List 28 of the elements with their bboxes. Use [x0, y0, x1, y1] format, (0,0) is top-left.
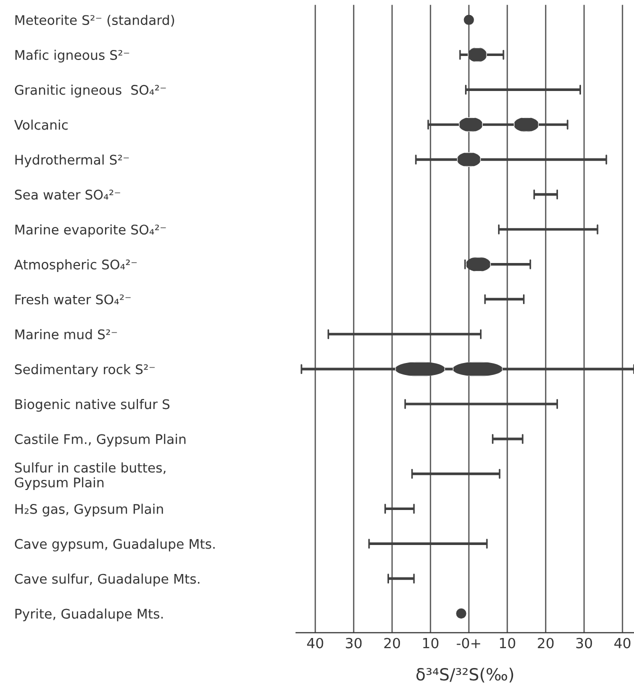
x-tick-label: 30 — [346, 638, 362, 648]
y-tick-label: H₂S gas, Gypsum Plain — [15, 504, 163, 517]
y-tick-label: Marine evaporite SO₄²⁻ — [15, 224, 166, 238]
x-tick-label: 20 — [538, 638, 554, 648]
y-tick-label: Cave gypsum, Guadalupe Mts. — [14, 538, 215, 552]
y-tick-label: Fresh water SO₄²⁻ — [15, 294, 131, 304]
y-tick-label: Marine mud S²⁻ — [15, 329, 117, 340]
y-tick-label: Volcanic — [14, 120, 68, 130]
y-tick-label: Mafic igneous S²⁻ — [15, 50, 130, 63]
y-tick-label: Sulfur in castile buttes, Gypsum Plain — [14, 462, 166, 490]
y-tick-label: Pyrite, Guadalupe Mts. — [15, 608, 163, 622]
y-tick-label: Hydrothermal S²⁻ — [15, 154, 129, 168]
y-tick-label: Granitic igneous SO₄²⁻ — [14, 84, 166, 98]
x-tick-label: 30 — [576, 638, 592, 648]
y-tick-label: Cave sulfur, Guadalupe Mts. — [14, 574, 200, 586]
x-tick-label: 20 — [384, 638, 400, 648]
y-tick-label: Sedimentary rock S²⁻ — [15, 364, 155, 377]
y-tick-label: Biogenic native sulfur S — [15, 398, 170, 412]
y-tick-label: Meteorite S²⁻ (standard) — [15, 14, 174, 27]
y-tick-label: Atmospheric SO₄²⁻ — [14, 259, 137, 272]
x-tick-label: -0+ — [456, 638, 480, 648]
y-tick-label: Sea water SO₄²⁻ — [15, 190, 120, 200]
x-tick-label: 40 — [614, 638, 630, 648]
y-tick-label: Castile Fm., Gypsum Plain — [14, 434, 186, 447]
x-tick-label: 10 — [423, 638, 438, 648]
x-tick-label: 10 — [500, 638, 516, 648]
x-axis-title: δ³⁴S/³²S(‰) — [416, 668, 514, 683]
x-tick-label: 40 — [307, 638, 324, 648]
